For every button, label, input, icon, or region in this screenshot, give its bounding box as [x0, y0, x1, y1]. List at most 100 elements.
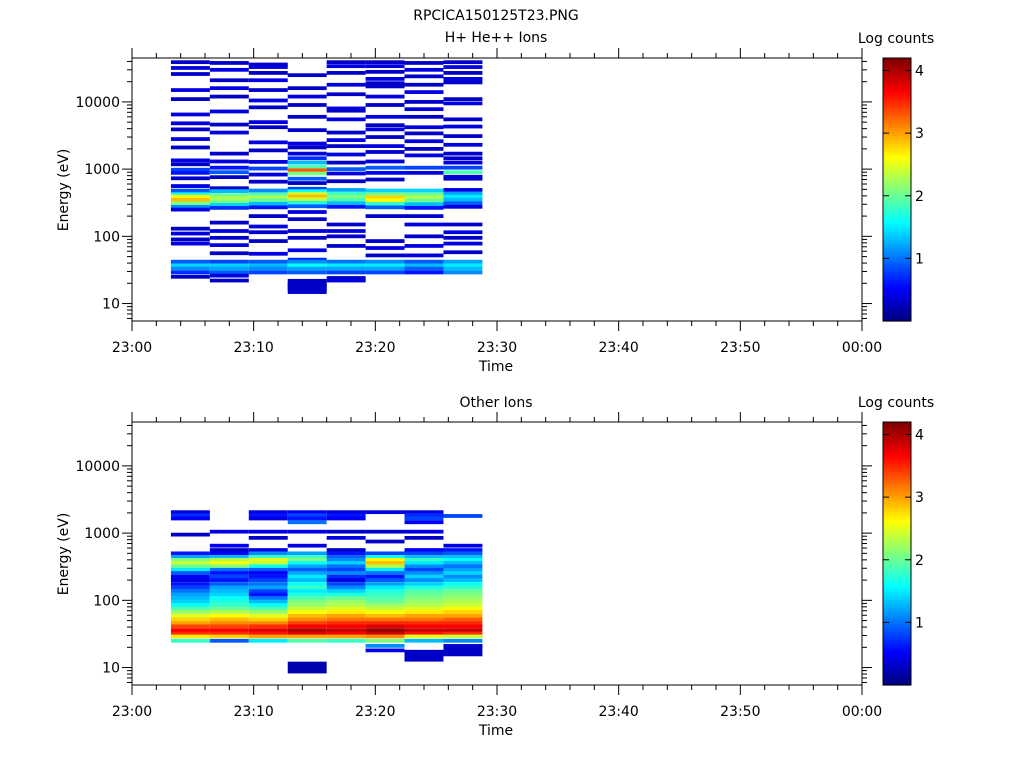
spectrogram-cell — [209, 196, 249, 201]
spectrogram-cell — [326, 551, 366, 556]
spectrogram-cell — [365, 578, 405, 582]
colorbar-band — [883, 265, 911, 268]
y-tick-label: 1000 — [84, 162, 120, 178]
spectrogram-cell — [443, 230, 483, 235]
spectrogram-cell — [404, 589, 444, 594]
spectrogram-cell — [209, 235, 249, 240]
colorbar-band — [883, 271, 911, 274]
spectrogram-cell — [209, 151, 249, 156]
spectrogram-cell — [365, 551, 405, 556]
spectrogram-cell — [248, 160, 288, 164]
spectrogram-cell — [326, 555, 366, 559]
colorbar-band — [883, 251, 911, 254]
spectrogram-cell — [443, 170, 483, 175]
colorbar-band — [883, 197, 911, 201]
colorbar-band — [883, 495, 911, 499]
colorbar-band — [883, 201, 911, 205]
colorbar-band — [883, 141, 911, 145]
colorbar-band — [883, 667, 911, 670]
spectrogram-cell — [443, 603, 483, 607]
colorbar-band — [883, 99, 911, 103]
spectrogram-cell — [365, 246, 405, 250]
colorbar-band — [883, 611, 911, 614]
spectrogram-cell — [365, 610, 405, 614]
x-tick-label: 23:20 — [355, 704, 395, 720]
spectrogram-cell — [443, 194, 483, 199]
spectrogram-cell — [365, 94, 405, 99]
spectrogram-cell — [404, 270, 444, 275]
spectrogram-cell — [209, 122, 249, 127]
colorbar-band — [883, 497, 911, 501]
colorbar-band — [883, 87, 911, 91]
spectrogram-cell — [365, 561, 405, 565]
spectrogram-cell — [170, 606, 210, 611]
colorbar-band — [883, 319, 911, 322]
spectrogram-cell — [404, 638, 444, 643]
colorbar-band — [883, 311, 911, 314]
spectrogram-cell — [248, 589, 288, 594]
colorbar-band — [883, 555, 911, 559]
spectrogram-cell — [404, 592, 444, 597]
spectrogram-cell — [443, 621, 483, 625]
spectrogram-cell — [404, 621, 444, 625]
spectrogram-cell — [209, 243, 249, 247]
spectrogram-cell — [443, 266, 483, 271]
colorbar-band — [883, 75, 911, 79]
spectrogram-cell — [209, 278, 249, 283]
spectrogram-cell — [443, 117, 483, 122]
spectrogram-cell — [287, 164, 327, 169]
colorbar-band — [883, 175, 911, 179]
colorbar-band — [883, 531, 911, 535]
spectrogram-cell — [170, 634, 210, 639]
colorbar-band — [883, 587, 911, 590]
x-tick-label: 23:10 — [233, 704, 273, 720]
spectrogram-cell — [248, 205, 288, 210]
colorbar-band — [883, 563, 911, 567]
colorbar-band — [883, 473, 911, 477]
x-tick-label: 23:50 — [720, 704, 760, 720]
spectrogram-cell — [287, 599, 327, 604]
spectrogram-cell — [248, 62, 288, 67]
spectrogram-cell — [287, 189, 327, 194]
spectrogram-cell — [170, 145, 210, 150]
spectrogram-cell — [170, 263, 210, 268]
spectrogram-cell — [443, 174, 483, 179]
colorbar-band — [883, 239, 911, 242]
spectrogram-cell — [404, 571, 444, 575]
spectrogram-cell — [365, 123, 405, 128]
spectrogram-cell — [287, 73, 327, 78]
spectrogram-cell — [365, 201, 405, 206]
spectrogram-cell — [248, 65, 288, 69]
colorbar-band — [883, 513, 911, 517]
x-tick-label: 23:30 — [477, 340, 517, 356]
spectrogram-cell — [326, 529, 366, 534]
spectrogram-cell — [209, 189, 249, 194]
x-tick-label: 23:30 — [477, 704, 517, 720]
colorbar-band — [883, 471, 911, 475]
colorbar-band — [883, 649, 911, 652]
colorbar-tick-label: 2 — [915, 553, 924, 569]
colorbar-band — [883, 103, 911, 107]
spectrogram-cell — [248, 513, 288, 518]
spectrogram-cell — [365, 624, 405, 629]
spectrogram-cell — [326, 259, 366, 264]
spectrogram-cell — [287, 529, 327, 534]
colorbar-band — [883, 499, 911, 503]
spectrogram-cell — [443, 638, 483, 643]
colorbar-band — [883, 119, 911, 123]
spectrogram-cell — [248, 613, 288, 618]
spectrogram-cell — [248, 557, 288, 562]
spectrogram-cell — [170, 599, 210, 604]
colorbar-band — [883, 631, 911, 634]
colorbar-band — [883, 521, 911, 525]
colorbar-band — [883, 501, 911, 505]
spectrogram-cell — [404, 520, 444, 525]
colorbar-band — [883, 619, 911, 622]
spectrogram-cell — [404, 188, 444, 193]
spectrogram-cell — [326, 276, 366, 280]
spectrogram-cell — [443, 241, 483, 246]
x-tick-label: 00:00 — [842, 704, 882, 720]
spectrogram-cell — [404, 244, 444, 248]
colorbar-frame — [882, 421, 912, 686]
spectrogram-cell — [365, 144, 405, 148]
